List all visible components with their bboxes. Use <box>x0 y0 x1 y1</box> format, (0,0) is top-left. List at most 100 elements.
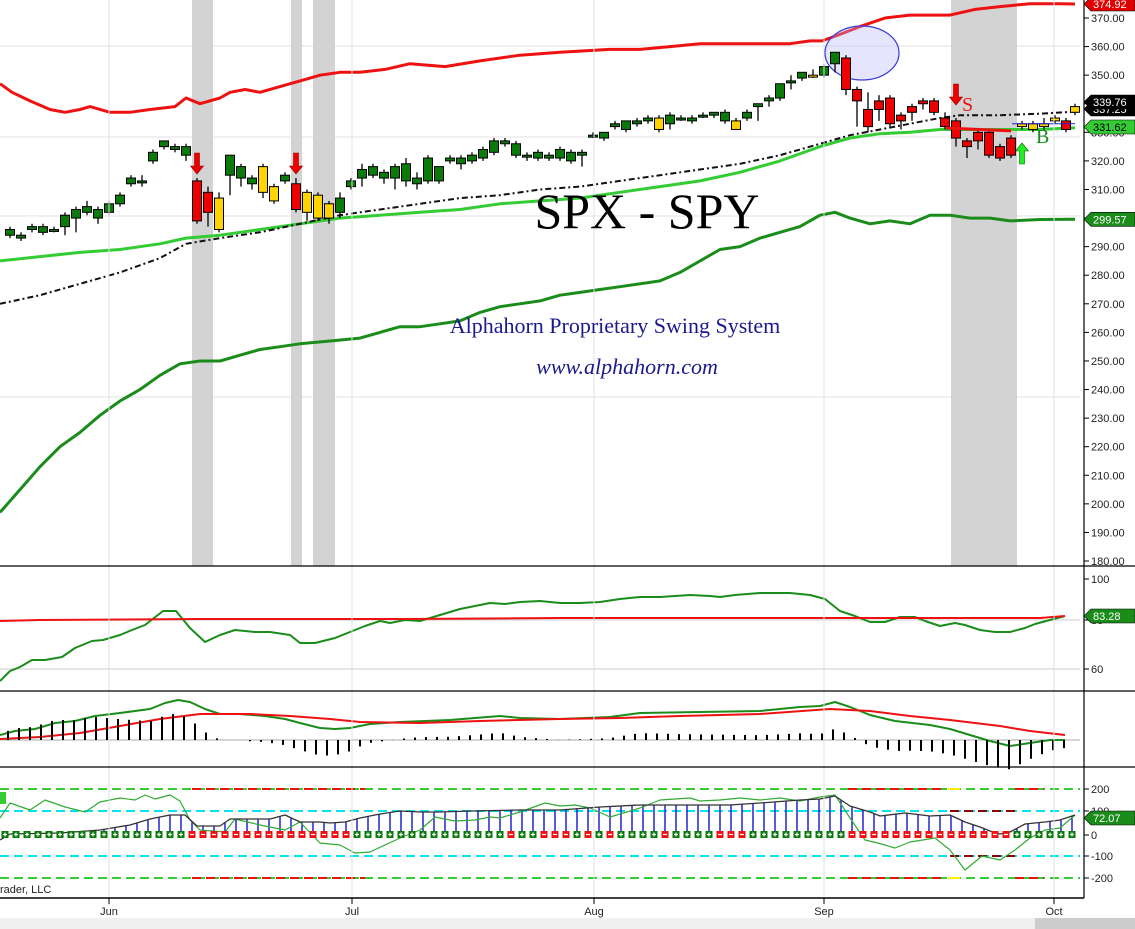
ma-sell-segment <box>945 126 1012 133</box>
candle <box>621 120 631 133</box>
candle-body <box>522 154 532 158</box>
plus-marker-icon <box>441 831 449 838</box>
candle-body <box>214 197 224 230</box>
plus-marker-icon <box>826 831 834 838</box>
plus-marker-icon <box>1 831 9 838</box>
buy-arrow-shape <box>1014 142 1030 165</box>
candle-body <box>599 131 609 139</box>
candle <box>93 206 103 224</box>
candle-body <box>126 177 136 185</box>
x-tick-label: Jun <box>100 906 118 918</box>
plus-marker-icon <box>1024 831 1032 838</box>
price-tag-value: 299.57 <box>1093 214 1127 226</box>
candle <box>588 132 598 139</box>
candle-body <box>808 74 818 78</box>
cci-panel <box>0 788 1080 879</box>
candle-body <box>346 180 356 188</box>
price-tag-bg <box>1083 0 1135 12</box>
candle-body <box>478 148 488 159</box>
candle-body <box>786 80 796 84</box>
candle-body <box>1006 137 1016 156</box>
candle-body <box>313 194 323 219</box>
candle-body <box>247 177 257 185</box>
price-tag-value: 331.62 <box>1093 122 1127 134</box>
oscillator-line <box>0 615 1066 622</box>
candle-body <box>115 194 125 205</box>
candle-body <box>445 157 455 162</box>
plus-marker-icon <box>694 831 702 838</box>
candle-body <box>720 111 730 122</box>
left-value-tag <box>0 792 6 804</box>
candle <box>709 111 719 119</box>
plus-marker-icon <box>1013 831 1021 838</box>
candle-body <box>269 186 279 202</box>
candle-body <box>280 174 290 182</box>
minus-marker-icon <box>254 831 262 838</box>
candle <box>742 109 752 121</box>
plus-marker-icon <box>463 831 471 838</box>
scrollbar-thumb[interactable] <box>1035 918 1135 929</box>
plus-marker-icon <box>89 831 97 838</box>
candle <box>148 149 158 164</box>
plus-marker-icon <box>364 831 372 838</box>
candle-body <box>863 108 873 128</box>
candle-body <box>709 111 719 116</box>
candle <box>269 183 279 204</box>
price-panel: SB <box>0 0 1080 566</box>
candle <box>71 206 81 233</box>
candle-body <box>379 171 389 179</box>
candle-body <box>544 154 554 159</box>
y-tick-label: -100 <box>1091 851 1113 863</box>
price-tag-value: 339.76 <box>1093 97 1127 109</box>
plus-marker-icon <box>78 831 86 838</box>
plus-marker-icon <box>793 831 801 838</box>
y-tick-label: 260.00 <box>1091 327 1125 339</box>
y-tick-label: 360.00 <box>1091 42 1125 54</box>
candle <box>786 75 796 90</box>
plus-marker-icon <box>804 831 812 838</box>
candle <box>885 95 895 127</box>
candle-body <box>797 71 807 79</box>
horizontal-scrollbar[interactable] <box>0 918 1135 929</box>
candle <box>808 69 818 79</box>
candle-body <box>918 100 928 105</box>
candle <box>170 143 180 153</box>
candle <box>577 149 587 167</box>
candle-body <box>368 166 378 176</box>
candle <box>753 103 763 121</box>
oscillator-line <box>0 592 1066 682</box>
price-tag-bg <box>1083 211 1135 227</box>
candle <box>841 55 851 96</box>
candle <box>500 138 510 147</box>
line-series <box>0 126 1076 263</box>
candle-body <box>555 148 565 159</box>
plus-marker-icon <box>375 831 383 838</box>
plus-marker-icon <box>474 831 482 838</box>
y-tick-label: 180.00 <box>1091 556 1125 568</box>
candle <box>27 223 37 233</box>
website-annotation[interactable]: www.alphahorn.com <box>536 354 718 379</box>
sell-arrow-icon <box>189 152 205 175</box>
minus-marker-icon <box>298 831 306 838</box>
minus-marker-icon <box>1002 831 1010 838</box>
minus-marker-icon <box>947 831 955 838</box>
candle <box>632 118 642 127</box>
price-tag: 299.57 <box>1083 211 1135 227</box>
candle <box>203 186 213 227</box>
sell-label: S <box>962 94 973 116</box>
candle-body <box>412 177 422 185</box>
price-tag-bg <box>1083 119 1135 135</box>
candle-body <box>962 140 972 148</box>
candle-body <box>830 51 840 65</box>
x-tick-label: Sep <box>814 906 834 918</box>
candle <box>302 189 312 221</box>
candle-body <box>489 140 499 153</box>
candle-body <box>467 154 477 162</box>
candle <box>313 192 323 221</box>
x-tick-label: Jul <box>345 906 359 918</box>
plus-marker-icon <box>45 831 53 838</box>
signal-shade <box>291 0 302 566</box>
minus-marker-icon <box>221 831 229 838</box>
price-tag: 83.28 <box>1083 608 1135 624</box>
